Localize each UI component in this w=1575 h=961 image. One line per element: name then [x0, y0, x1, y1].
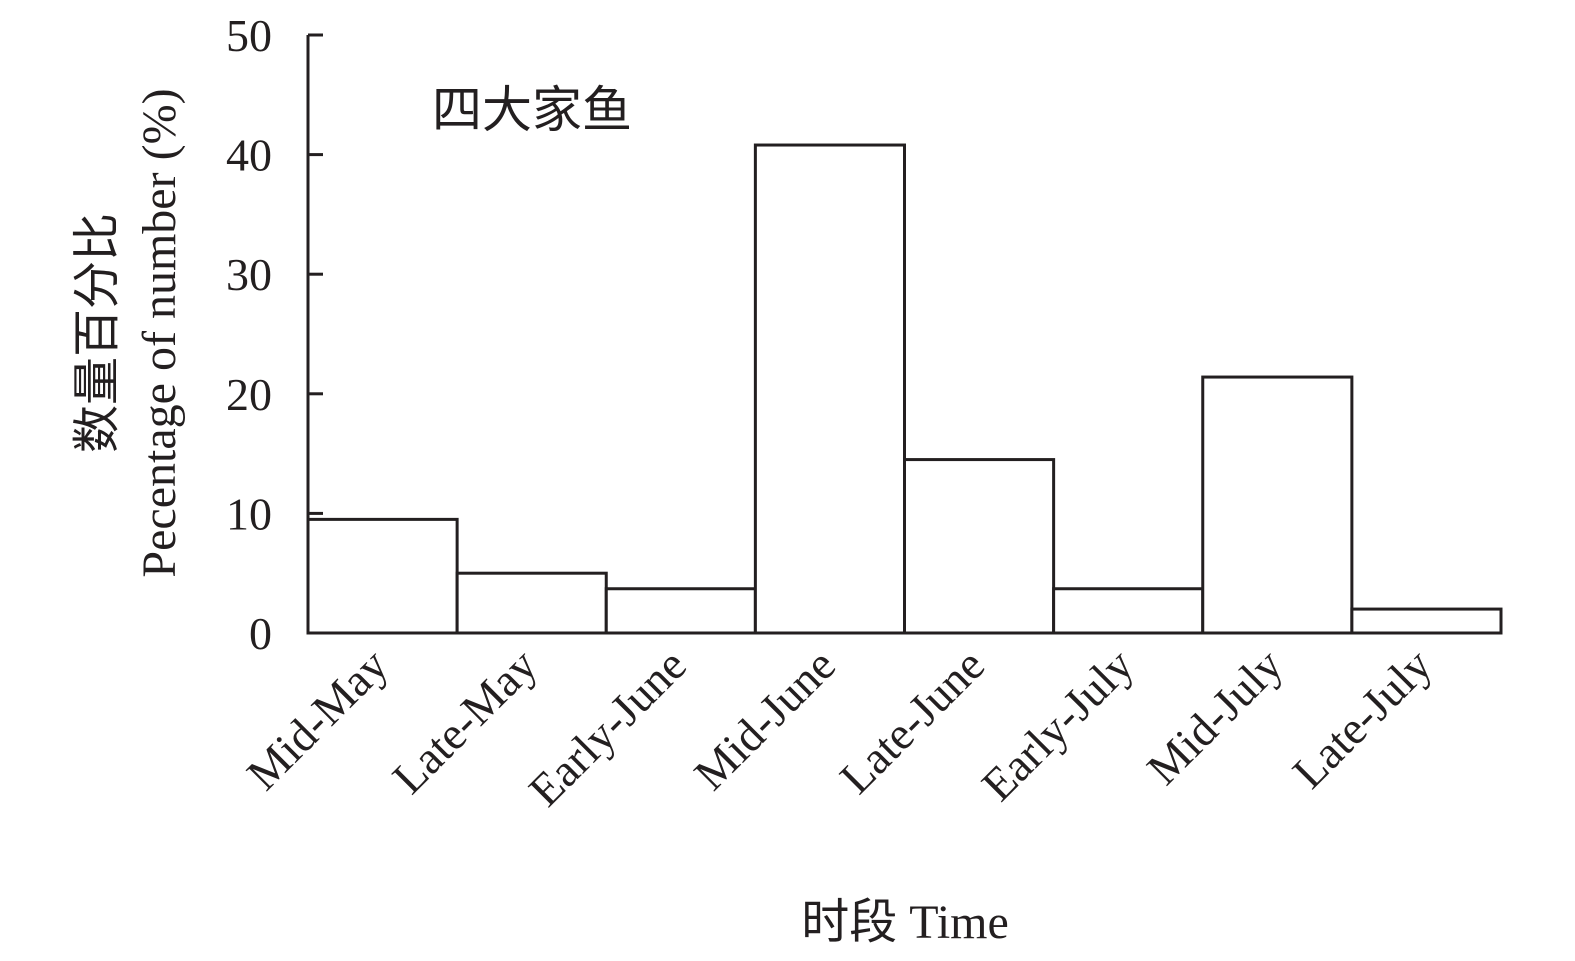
bars-group [306, 143, 1503, 635]
y-tick-label-30: 30 [226, 249, 272, 300]
y-tick-label-20: 20 [226, 369, 272, 420]
y-tick-label-50: 50 [226, 10, 272, 61]
y-tick-label-10: 10 [226, 488, 272, 539]
x-tick-label-mid-may: Mid-May [237, 639, 398, 800]
bar-late-may [455, 571, 608, 635]
x-tick-labels-group: Mid-MayLate-MayEarly-JuneMid-JuneLate-Ju… [237, 639, 1442, 816]
bar-early-july [1052, 587, 1205, 635]
x-axis-title: 时段 Time [801, 896, 1009, 949]
bar-late-june [903, 458, 1056, 635]
x-tick-label-early-july: Early-July [972, 639, 1144, 811]
y-tick-label-0: 0 [249, 608, 272, 659]
x-tick-label-mid-july: Mid-July [1137, 639, 1292, 794]
axes-group [306, 35, 1501, 635]
bar-mid-june [753, 143, 906, 635]
bar-mid-july [1201, 375, 1354, 635]
bar-late-july [1350, 607, 1503, 635]
x-tick-label-mid-june: Mid-June [684, 639, 845, 800]
y-tick-label-40: 40 [226, 130, 272, 181]
chart-annotation: 四大家鱼 [432, 82, 632, 138]
x-tick-label-late-june: Late-June [830, 639, 994, 803]
y-axis-title-chinese: 数量百分比 [71, 213, 124, 453]
bar-early-june [604, 587, 757, 635]
y-axis-title-english: Pecentage of number (%) [133, 88, 186, 577]
x-tick-label-early-june: Early-June [519, 639, 696, 816]
bar-mid-may [306, 517, 459, 635]
x-tick-label-late-july: Late-July [1283, 639, 1442, 798]
y-ticks-group: 0 10 20 30 40 50 [226, 10, 323, 659]
